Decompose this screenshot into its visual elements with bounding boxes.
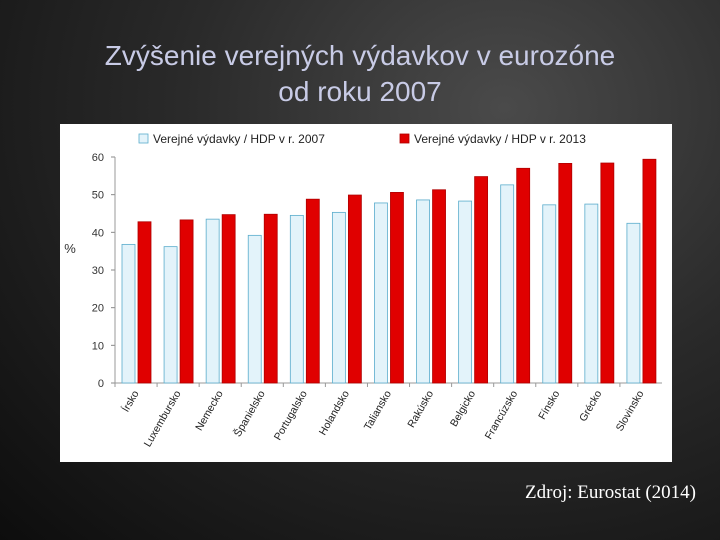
legend-label-2007: Verejné výdavky / HDP v r. 2007 bbox=[153, 132, 325, 146]
legend-label-2013: Verejné výdavky / HDP v r. 2013 bbox=[414, 132, 586, 146]
bar-2007 bbox=[121, 243, 136, 384]
bar-2007 bbox=[374, 202, 388, 384]
x-tick-label: Taliansko bbox=[362, 388, 394, 432]
x-tick-label: Francúzsko bbox=[483, 388, 521, 441]
bar-2007 bbox=[163, 246, 178, 384]
bar-2013 bbox=[558, 163, 573, 384]
x-tick-label: Portugalsko bbox=[272, 388, 310, 442]
bar-2013 bbox=[432, 189, 446, 384]
x-tick-label: Fínsko bbox=[536, 388, 562, 421]
bar-2013 bbox=[347, 194, 362, 384]
y-tick-label: 50 bbox=[92, 190, 104, 202]
bar-2013 bbox=[642, 158, 657, 384]
bar-2007 bbox=[500, 184, 515, 384]
y-tick-label: 0 bbox=[98, 378, 104, 390]
x-tick-label: Nemecko bbox=[193, 388, 226, 433]
title-line-2: od roku 2007 bbox=[278, 76, 442, 107]
bar-2013 bbox=[221, 214, 236, 384]
x-tick-label: Belgicko bbox=[448, 388, 478, 429]
x-tick-label: Írsko bbox=[119, 388, 142, 414]
x-tick-label: Španielsko bbox=[231, 388, 268, 439]
x-tick-label: Slovinsko bbox=[614, 388, 647, 433]
bar-2013 bbox=[179, 219, 194, 384]
bar-2013 bbox=[263, 213, 278, 384]
slide-title: Zvýšenie verejných výdavkov v eurozóne o… bbox=[20, 38, 700, 110]
bar-2007 bbox=[584, 203, 599, 384]
y-axis-label: % bbox=[64, 241, 76, 256]
bar-2013 bbox=[137, 221, 152, 384]
bar-2007 bbox=[289, 214, 304, 384]
x-tick-label: Rakúsko bbox=[405, 388, 436, 430]
x-tick-label: Holandsko bbox=[317, 388, 352, 437]
title-line-1: Zvýšenie verejných výdavkov v eurozóne bbox=[104, 40, 616, 71]
bar-2013 bbox=[474, 176, 489, 384]
chart-panel: 0 10 20 30 40 50 60% Írsko Luxembursko Nemecko Špa… bbox=[60, 124, 672, 462]
legend-swatch-2007 bbox=[138, 133, 149, 144]
y-tick-label: 60 bbox=[92, 152, 104, 164]
bar-2007 bbox=[205, 218, 220, 384]
bar-2013 bbox=[390, 192, 404, 384]
bar-2013 bbox=[516, 167, 531, 384]
y-tick-label: 10 bbox=[92, 340, 104, 352]
bar-2007 bbox=[416, 199, 430, 384]
y-tick-label: 30 bbox=[92, 265, 104, 277]
source-note: Zdroj: Eurostat (2014) bbox=[525, 482, 696, 503]
bar-2007 bbox=[331, 211, 346, 384]
bar-2007 bbox=[247, 234, 262, 384]
y-tick-label: 40 bbox=[92, 227, 104, 239]
y-tick-label: 20 bbox=[92, 303, 104, 315]
bar-2007 bbox=[542, 204, 557, 384]
bar-chart: 0 10 20 30 40 50 60% Írsko Luxembursko Nemecko Špa… bbox=[64, 132, 662, 449]
x-tick-label: Grécko bbox=[577, 388, 604, 423]
bar-2007 bbox=[626, 222, 641, 384]
bar-2007 bbox=[458, 200, 473, 384]
legend-swatch-2013 bbox=[399, 133, 410, 144]
bar-2013 bbox=[600, 162, 615, 384]
x-tick-label: Luxembursko bbox=[142, 388, 184, 449]
bar-2013 bbox=[305, 198, 320, 384]
